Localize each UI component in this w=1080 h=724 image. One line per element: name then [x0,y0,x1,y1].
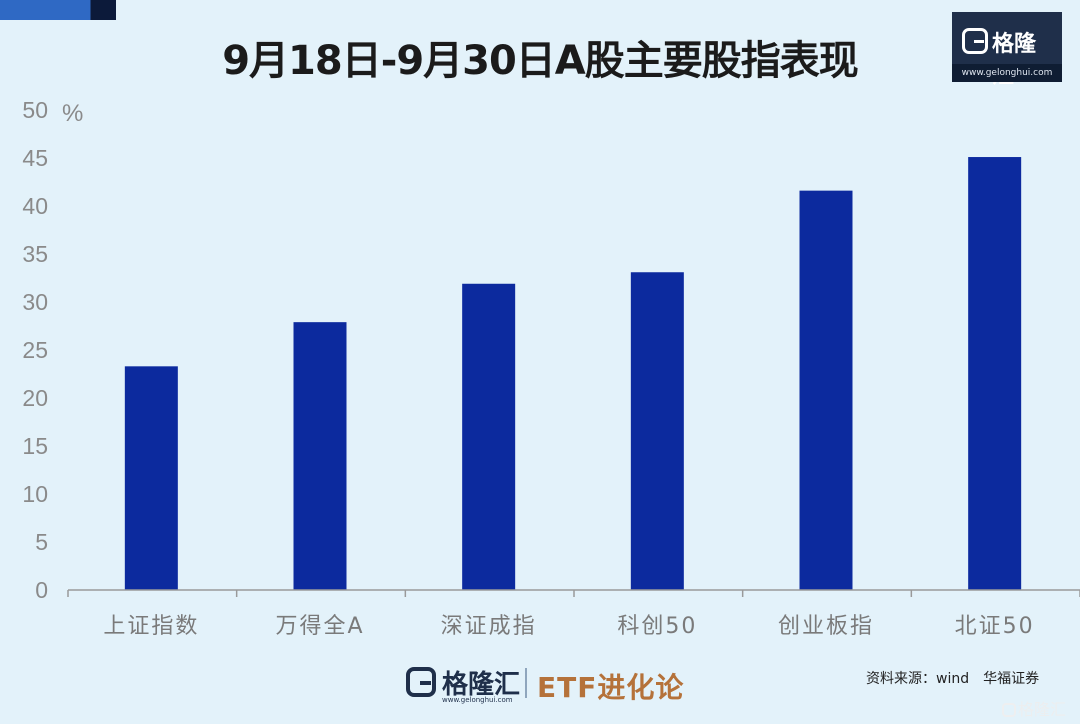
x-tick-label: 万得全A [275,614,364,639]
x-tick-label: 科创50 [617,614,697,639]
brand-logo: 格隆汇 www.gelonghui.com [952,12,1062,89]
y-tick-label: 20 [22,385,48,411]
y-tick-label: 0 [35,577,48,603]
source-note: 资料来源：wind 华福证券 [866,671,1040,687]
bars [124,157,1022,591]
footer-logo-url: www.gelonghui.com [442,696,513,704]
y-tick-label: 40 [22,193,48,219]
brand-url: www.gelonghui.com [952,64,1062,82]
bar [124,366,178,590]
x-axis-ticks [67,590,1080,597]
y-tick-label: 15 [22,433,48,459]
watermark: 格隆汇 [1002,696,1066,720]
x-tick-label: 北证50 [955,614,1035,639]
footer-series-name: ETF进化论 [537,671,685,704]
bar [630,272,684,590]
watermark-g-icon [1002,703,1016,717]
bar [462,283,516,590]
logo-g-icon [962,28,988,54]
corner-accent [0,0,116,20]
x-tick-label: 深证成指 [441,614,537,639]
watermark-text: 格隆汇 [1018,700,1067,719]
y-tick-label: 25 [22,337,48,363]
bar [293,322,347,590]
bar [799,190,853,590]
x-axis-labels: 上证指数 万得全A 深证成指 科创50 创业板指 北证50 [103,614,1035,639]
chart-title: 9月18日-9月30日A股主要股指表现 [222,38,859,84]
footer-logo-g-icon [406,667,436,697]
bar [968,157,1022,591]
y-tick-label: 45 [22,145,48,171]
x-tick-label: 创业板指 [778,614,874,639]
y-tick-label: 30 [22,289,48,315]
y-axis-unit-label: % [62,100,83,127]
y-axis-ticks: 0 5 10 15 20 25 30 35 40 45 50 [22,97,48,603]
y-tick-label: 35 [22,241,48,267]
y-tick-label: 10 [22,481,48,507]
footer-divider [525,668,527,698]
footer-logo-name: 格隆汇 [442,670,521,700]
y-tick-label: 5 [35,529,48,555]
x-tick-label: 上证指数 [103,614,199,639]
y-tick-label: 50 [22,97,48,123]
